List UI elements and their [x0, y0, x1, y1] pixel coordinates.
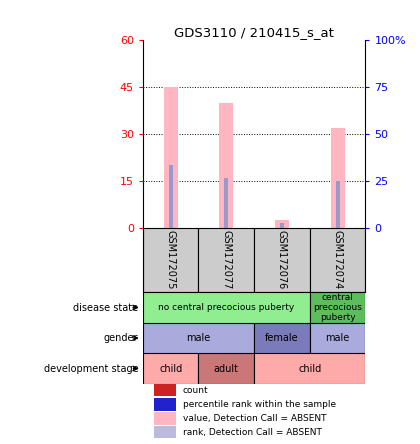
Text: GSM172074: GSM172074: [333, 230, 343, 289]
Text: count: count: [183, 386, 208, 395]
Bar: [154, 384, 176, 396]
Bar: [154, 398, 176, 411]
Bar: [254, 228, 310, 292]
Text: child: child: [159, 364, 182, 373]
Bar: [219, 103, 233, 228]
Bar: [224, 178, 228, 228]
Text: child: child: [298, 364, 321, 373]
Bar: [154, 412, 176, 424]
Bar: [310, 292, 365, 323]
Text: GSM172077: GSM172077: [221, 230, 231, 289]
Bar: [280, 223, 284, 228]
Text: development stage: development stage: [44, 364, 138, 373]
Title: GDS3110 / 210415_s_at: GDS3110 / 210415_s_at: [174, 26, 334, 39]
Bar: [331, 127, 344, 228]
Text: central
precocious
puberty: central precocious puberty: [313, 293, 362, 322]
Bar: [336, 181, 339, 228]
Text: female: female: [265, 333, 299, 343]
Bar: [143, 323, 254, 353]
Text: no central precocious puberty: no central precocious puberty: [158, 303, 294, 312]
Bar: [199, 228, 254, 292]
Text: disease state: disease state: [73, 302, 138, 313]
Bar: [310, 228, 365, 292]
Text: percentile rank within the sample: percentile rank within the sample: [183, 400, 336, 409]
Bar: [275, 220, 289, 228]
Text: value, Detection Call = ABSENT: value, Detection Call = ABSENT: [183, 414, 326, 424]
Text: male: male: [186, 333, 210, 343]
Bar: [169, 165, 173, 228]
Text: male: male: [326, 333, 350, 343]
Bar: [310, 323, 365, 353]
Bar: [143, 228, 199, 292]
Bar: [164, 87, 178, 228]
Text: GSM172075: GSM172075: [165, 230, 176, 289]
Text: GSM172076: GSM172076: [277, 230, 287, 289]
Bar: [254, 323, 310, 353]
Bar: [154, 426, 176, 438]
Text: gender: gender: [104, 333, 138, 343]
Bar: [143, 292, 310, 323]
Text: adult: adult: [214, 364, 239, 373]
Bar: [254, 353, 365, 384]
Bar: [199, 353, 254, 384]
Bar: [143, 353, 199, 384]
Text: rank, Detection Call = ABSENT: rank, Detection Call = ABSENT: [183, 428, 322, 437]
